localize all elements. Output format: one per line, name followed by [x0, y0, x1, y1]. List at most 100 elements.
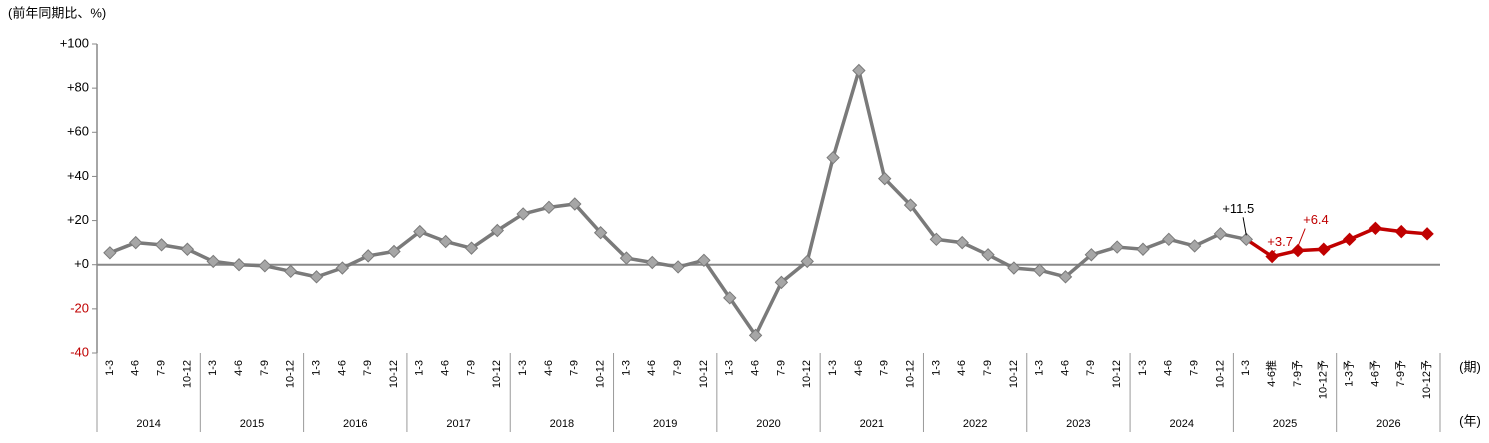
- marker: [1239, 232, 1254, 247]
- x-tick-label: 7-9: [672, 360, 684, 376]
- marker: [1291, 243, 1305, 258]
- y-tick-label: +20: [67, 212, 89, 227]
- year-label: 2023: [1066, 418, 1090, 430]
- y-tick-label: +80: [67, 80, 89, 95]
- year-label: 2014: [136, 418, 160, 430]
- marker: [723, 291, 737, 305]
- x-tick-label: 7-9: [775, 360, 787, 376]
- marker: [748, 328, 763, 343]
- marker: [335, 261, 350, 275]
- year-axis-label: (年): [1459, 413, 1481, 428]
- marker: [1136, 242, 1150, 256]
- x-tick-label: 10-12: [388, 360, 400, 388]
- x-tick-label: 1-3: [724, 360, 736, 376]
- y-tick-label: +40: [67, 168, 89, 183]
- marker: [1110, 240, 1124, 254]
- marker: [1265, 249, 1279, 264]
- x-tick-label: 7-9: [362, 360, 374, 376]
- x-tick-label: 4-6: [853, 360, 865, 376]
- marker: [516, 207, 530, 221]
- marker: [826, 150, 840, 165]
- marker: [542, 200, 556, 215]
- x-tick-label: 4-6: [1059, 360, 1071, 376]
- leader-line: [1271, 250, 1276, 253]
- x-axis-label: (期): [1459, 359, 1481, 374]
- marker: [1187, 239, 1202, 253]
- marker: [1007, 261, 1021, 275]
- x-tick-label: 7-9: [569, 360, 581, 376]
- marker: [929, 232, 944, 247]
- year-label: 2015: [240, 418, 264, 430]
- x-tick-label: 4-6: [130, 360, 142, 376]
- marker: [852, 63, 866, 78]
- x-tick-label: 10-12: [1008, 360, 1020, 388]
- year-label: 2018: [550, 418, 574, 430]
- marker: [955, 235, 969, 250]
- x-tick-label: 1-3: [517, 360, 529, 376]
- x-tick-label: 4-6: [336, 360, 348, 376]
- marker: [800, 254, 814, 269]
- x-tick-label: 1-3: [414, 360, 426, 376]
- x-tick-label: 1-3: [827, 360, 839, 376]
- y-tick-label: +0: [74, 256, 89, 271]
- x-tick-label: 4-6: [233, 360, 245, 376]
- marker: [645, 255, 659, 270]
- x-tick-label: 10-12: [285, 360, 297, 388]
- x-tick-label: 4-6: [749, 360, 761, 376]
- marker: [103, 246, 117, 260]
- y-tick-label: -20: [70, 300, 89, 315]
- marker: [1420, 227, 1434, 241]
- x-tick-label: 4-6: [440, 360, 452, 376]
- marker: [361, 249, 375, 263]
- x-tick-label: 1-3: [1034, 360, 1046, 376]
- x-tick-label: 10-12: [491, 360, 503, 388]
- marker: [593, 226, 608, 240]
- x-tick-label: 10-12: [595, 360, 607, 388]
- x-tick-label: 1-3: [1137, 360, 1149, 376]
- year-label: 2021: [860, 418, 884, 430]
- year-label: 2024: [1169, 418, 1193, 430]
- marker: [1058, 270, 1073, 284]
- marker: [697, 253, 711, 268]
- marker: [1084, 248, 1099, 262]
- year-label: 2016: [343, 418, 367, 430]
- marker: [1032, 263, 1047, 277]
- y-tick-label: +100: [60, 35, 89, 50]
- data-label: +3.7: [1267, 234, 1293, 249]
- x-tick-label: 10-12: [1214, 360, 1226, 388]
- marker: [232, 258, 246, 272]
- data-label: +11.5: [1222, 201, 1254, 216]
- leader-line: [1242, 217, 1247, 236]
- x-tick-label: 1-3予: [1343, 360, 1356, 387]
- marker: [154, 238, 169, 252]
- marker: [464, 241, 479, 255]
- marker: [1162, 232, 1176, 247]
- leader-line: [1297, 228, 1306, 247]
- x-tick-label: 1-3: [1240, 360, 1252, 376]
- marker: [1213, 227, 1228, 241]
- year-label: 2025: [1273, 418, 1297, 430]
- x-tick-label: 7-9: [259, 360, 271, 376]
- x-tick-label: 10-12予: [1317, 360, 1330, 399]
- marker: [878, 171, 892, 186]
- marker: [413, 224, 427, 239]
- marker: [1368, 221, 1383, 236]
- x-tick-label: 4-6: [1163, 360, 1175, 376]
- year-label: 2026: [1376, 418, 1400, 430]
- marker: [1394, 224, 1408, 239]
- marker: [568, 197, 582, 211]
- marker: [774, 275, 789, 290]
- data-label: +6.4: [1303, 212, 1329, 227]
- marker: [283, 264, 298, 279]
- x-tick-label: 4-6予: [1368, 360, 1381, 387]
- year-label: 2020: [756, 418, 780, 430]
- x-tick-label: 1-3: [104, 360, 116, 376]
- marker: [981, 248, 995, 262]
- x-tick-label: 10-12予: [1420, 360, 1433, 399]
- marker: [180, 242, 195, 256]
- x-tick-label: 4-6: [956, 360, 968, 376]
- marker: [258, 259, 272, 273]
- x-tick-label: 7-9: [1085, 360, 1097, 376]
- marker: [438, 234, 453, 249]
